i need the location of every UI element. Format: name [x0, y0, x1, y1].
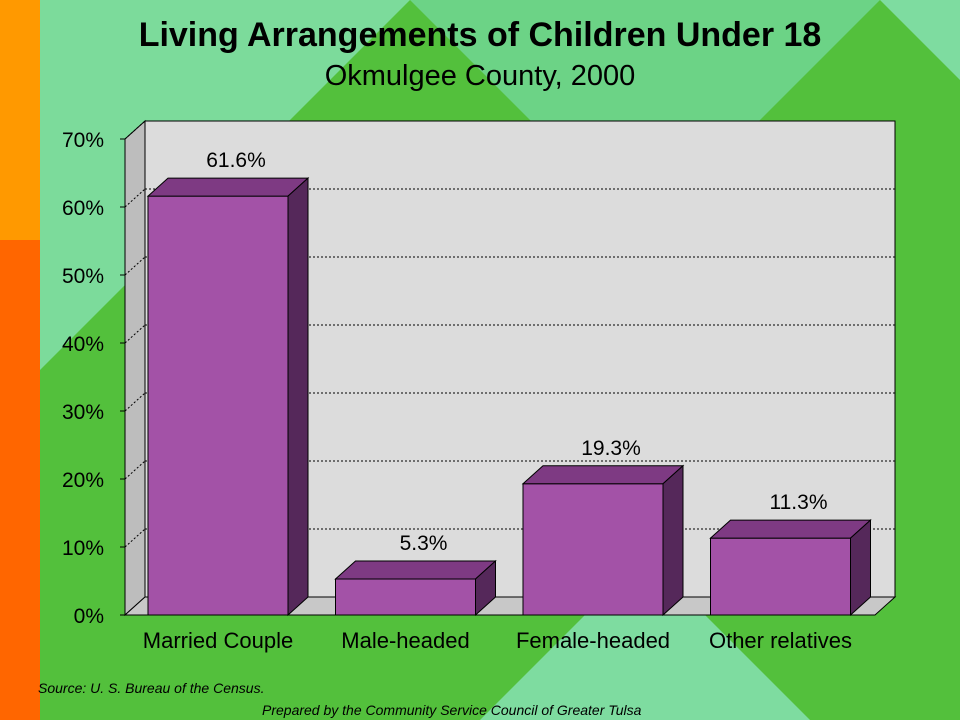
- data-label: 5.3%: [400, 532, 448, 555]
- chart-subtitle: Okmulgee County, 2000: [324, 60, 636, 92]
- source-note: Source: U. S. Bureau of the Census.: [38, 680, 265, 696]
- gridline-side: [124, 120, 146, 140]
- chart-title: Living Arrangements of Children Under 18: [138, 16, 822, 54]
- y-tick-label: 70%: [62, 129, 104, 152]
- orange-strip-upper: [0, 0, 40, 240]
- background-diamond-bottom: [480, 555, 810, 720]
- bar-front: [147, 195, 289, 616]
- gridline-side: [124, 324, 146, 344]
- bar-side: [850, 519, 871, 617]
- y-tick-label: 10%: [62, 537, 104, 560]
- y-tick-label: 0%: [74, 605, 104, 628]
- bar-top: [521, 465, 685, 485]
- bar-chart: 0% 10% 20% 30% 40% 50% 60% 70% 61.6% Married Coup…: [62, 119, 897, 653]
- gridline-side: [124, 188, 146, 208]
- bar-side: [662, 464, 684, 617]
- y-tick-label: 40%: [62, 333, 104, 356]
- bar-front: [710, 537, 851, 616]
- gridline-side: [124, 256, 146, 276]
- bar-side: [475, 559, 496, 617]
- bar-top: [146, 177, 310, 197]
- data-label: 19.3%: [581, 437, 641, 460]
- prepared-by-note: Prepared by the Community Service Counci…: [262, 702, 642, 718]
- gridline-side: [124, 392, 146, 412]
- plot-side-wall: [124, 119, 146, 617]
- y-tick-label: 50%: [62, 265, 104, 288]
- bar-top: [334, 560, 497, 580]
- y-tick-label: 20%: [62, 469, 104, 492]
- background-diamond-right: [880, 0, 960, 80]
- bar-side: [287, 176, 309, 617]
- data-label: 11.3%: [770, 491, 828, 514]
- gridline-side: [124, 528, 146, 548]
- bar-front: [522, 483, 664, 616]
- x-tick-label: Other relatives: [709, 628, 852, 653]
- bar-front: [335, 578, 476, 616]
- data-label: 61.6%: [206, 149, 266, 172]
- background-diamond-top: [410, 0, 880, 235]
- x-tick-label: Married Couple: [143, 628, 293, 653]
- bar-top: [709, 519, 872, 539]
- gridline-side: [124, 460, 146, 480]
- y-tick-label: 30%: [62, 401, 104, 424]
- x-tick-label: Female-headed: [516, 628, 670, 653]
- y-tick-label: 60%: [62, 197, 104, 220]
- orange-strip-lower: [0, 240, 40, 720]
- x-tick-label: Male-headed: [341, 628, 469, 653]
